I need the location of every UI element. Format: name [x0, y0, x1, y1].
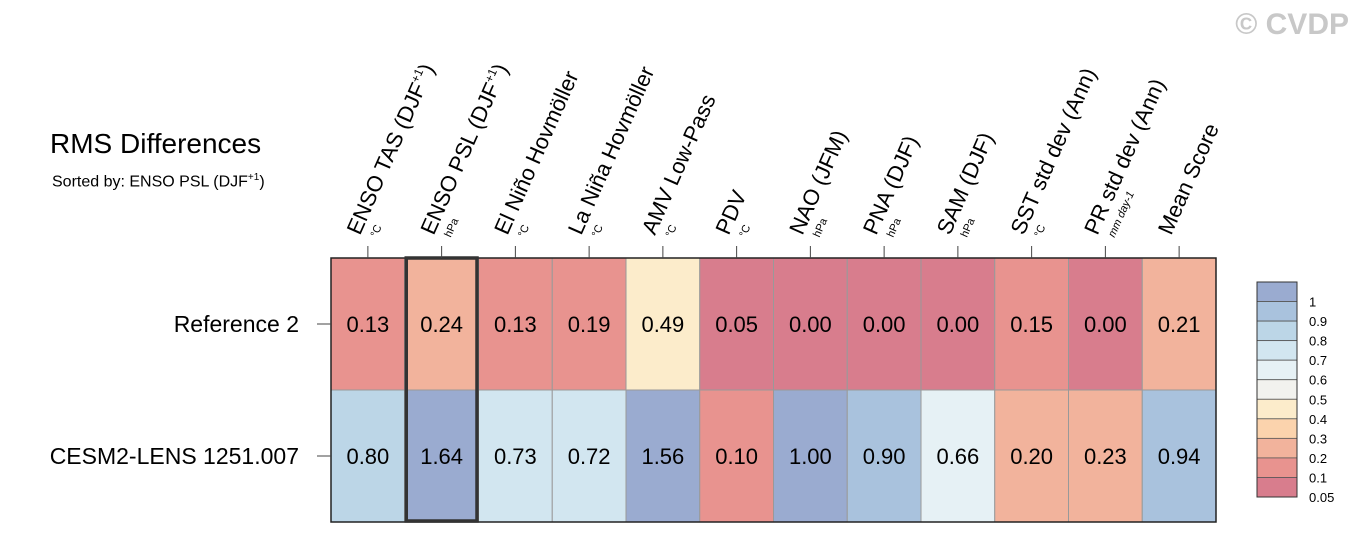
column-unit: °C: [664, 223, 680, 239]
colorbar-swatch: [1256, 437, 1298, 459]
heatmap-cell: [846, 257, 922, 391]
colorbar-swatch: [1256, 477, 1298, 498]
heatmap-cell: [1068, 389, 1143, 523]
colorbar-frame: [1256, 281, 1298, 498]
colorbar-swatch: [1256, 340, 1298, 361]
column-label: AMV Low-Pass: [637, 90, 721, 238]
heatmap-cell: [994, 389, 1069, 523]
column-unit: °C: [590, 223, 606, 239]
cell-value: 0.94: [1158, 444, 1201, 469]
heatmap-cell: [478, 257, 553, 391]
cell-value: 1.56: [641, 444, 684, 469]
colorbar-swatch: [1256, 457, 1298, 478]
column-unit: °C: [1032, 223, 1048, 239]
row-label: Reference 2: [174, 311, 299, 337]
column-label-sup: +1: [482, 66, 500, 84]
column-label-text: Mean Score: [1153, 119, 1224, 238]
colorbar-label: 0.4: [1309, 412, 1327, 427]
chart-title: RMS Differences: [50, 128, 262, 159]
cell-value: 0.90: [863, 444, 906, 469]
heatmap-cell: [1141, 389, 1217, 523]
cell-value: 0.24: [420, 312, 463, 337]
colorbar-swatch: [1256, 359, 1298, 381]
colorbar-label: 0.7: [1309, 353, 1327, 368]
colorbar-label: 0.05: [1309, 490, 1334, 505]
cell-value: 0.13: [494, 312, 537, 337]
column-label-text: ENSO PSL (DJF: [415, 79, 504, 238]
colorbar-swatch: [1256, 320, 1298, 342]
colorbar-label: 0.8: [1309, 334, 1327, 349]
heatmap-cell: [1068, 257, 1143, 391]
cell-value: 0.00: [1084, 312, 1127, 337]
cell-value: 0.05: [715, 312, 758, 337]
heatmap-cell: [920, 389, 996, 523]
column-unit: °C: [737, 223, 753, 239]
colorbar-label: 0.1: [1309, 470, 1327, 485]
cell-value: 0.10: [715, 444, 758, 469]
heatmap-cell: [625, 389, 701, 523]
watermark: © CVDP: [1235, 8, 1349, 41]
colorbar-swatch: [1256, 398, 1298, 420]
row-label: CESM2-LENS 1251.007: [50, 443, 299, 469]
cell-value: 0.15: [1010, 312, 1053, 337]
colorbar-label: 0.9: [1309, 314, 1327, 329]
colorbar-swatch: [1256, 301, 1298, 322]
cell-value: 0.72: [568, 444, 611, 469]
colorbar-label: 0.2: [1309, 451, 1327, 466]
cell-value: 0.66: [936, 444, 979, 469]
column-unit: °C: [369, 223, 385, 239]
colorbar-label: 1: [1309, 295, 1316, 310]
heatmap-cell: [330, 389, 406, 523]
heatmap-cell: [994, 257, 1069, 391]
heatmap-cell: [478, 389, 553, 523]
colorbar-label: 0.3: [1309, 431, 1327, 446]
cell-value: 0.19: [568, 312, 611, 337]
heatmap-cell: [625, 257, 701, 391]
colorbar-label: 0.6: [1309, 373, 1327, 388]
column-label-text: ENSO TAS (DJF: [342, 79, 431, 238]
heatmap-cell: [699, 389, 774, 523]
heatmap-cell: [773, 389, 848, 523]
subtitle-suffix: ): [259, 173, 265, 191]
cell-value: 0.00: [789, 312, 832, 337]
colorbar-swatch: [1256, 281, 1298, 302]
colorbar-swatch: [1256, 418, 1298, 439]
cell-value: 1.64: [420, 444, 463, 469]
column-label-text: AMV Low-Pass: [637, 90, 721, 238]
column-label-sup: +1: [408, 66, 426, 84]
cell-value: 0.80: [346, 444, 389, 469]
cell-value: 0.00: [863, 312, 906, 337]
colorbar-label: 0.5: [1309, 392, 1327, 407]
subtitle-sup: +1: [247, 172, 260, 183]
heatmap-cell: [551, 257, 627, 391]
heatmap-frame: [330, 257, 1217, 523]
cell-value: 0.13: [346, 312, 389, 337]
cell-value: 0.20: [1010, 444, 1053, 469]
chart-subtitle: Sorted by: ENSO PSL (DJF+1): [52, 172, 265, 191]
column-unit: °C: [516, 223, 532, 239]
cell-value: 0.21: [1158, 312, 1201, 337]
cell-value: 0.49: [641, 312, 684, 337]
column-label: Mean Score: [1153, 119, 1224, 238]
colorbar-swatch: [1256, 379, 1298, 400]
cell-value: 1.00: [789, 444, 832, 469]
subtitle-prefix: Sorted by: ENSO PSL (DJF: [52, 173, 248, 191]
cell-value: 0.00: [936, 312, 979, 337]
cell-value: 0.23: [1084, 444, 1127, 469]
cell-value: 0.73: [494, 444, 537, 469]
heatmap-cell: [404, 257, 479, 391]
